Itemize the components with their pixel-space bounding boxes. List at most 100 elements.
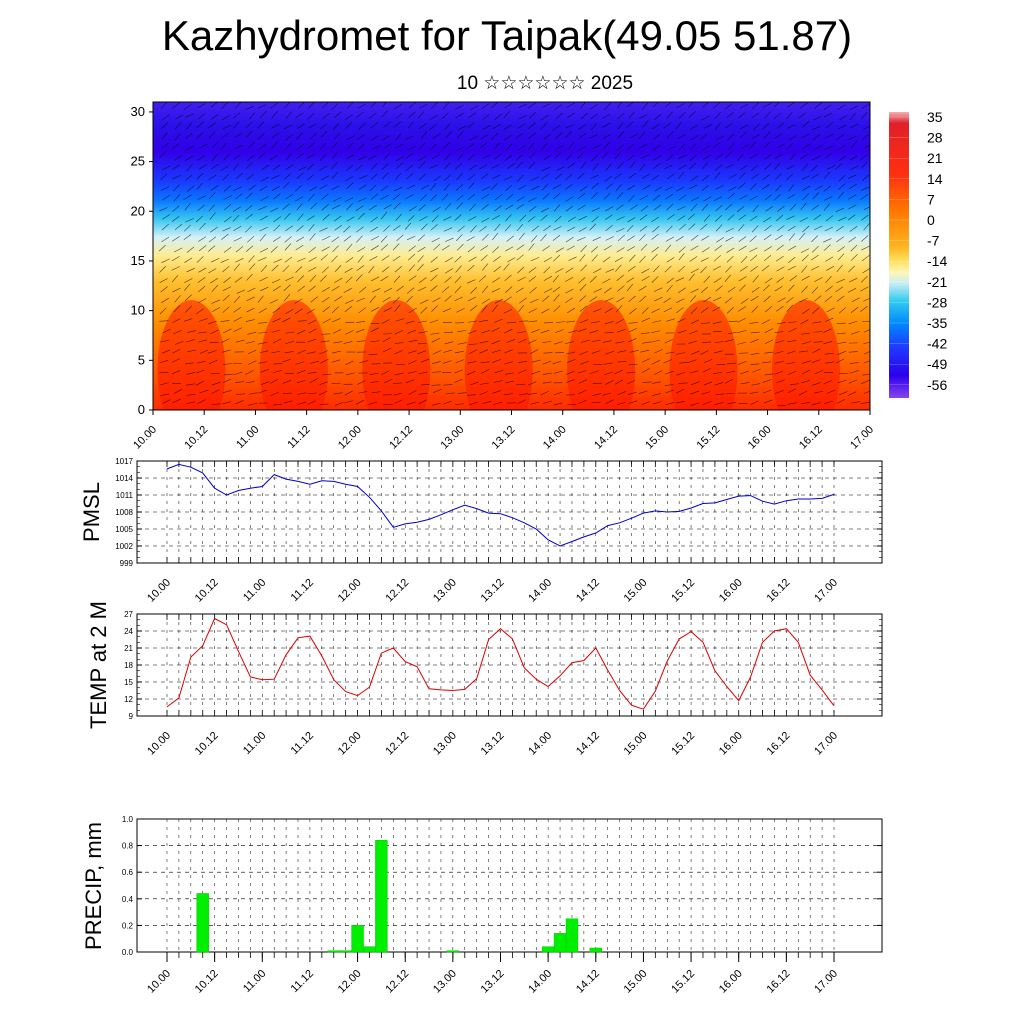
wind-vector <box>211 153 219 162</box>
wind-vector <box>345 122 353 129</box>
wind-vector <box>678 111 686 119</box>
wind-vector <box>651 246 660 253</box>
wind-vector <box>825 285 833 292</box>
wind-vector <box>628 328 638 333</box>
wind-vector <box>530 349 539 354</box>
wind-vector <box>863 144 870 149</box>
wind-vector <box>482 400 492 404</box>
wind-vector <box>800 153 809 160</box>
wind-vector <box>540 114 549 121</box>
wind-vector <box>259 111 267 118</box>
precip-bar <box>589 947 602 953</box>
wind-vector <box>861 134 869 141</box>
wind-vector <box>368 112 377 119</box>
wind-vector <box>441 193 449 201</box>
wind-vector <box>823 341 833 345</box>
wind-vector <box>630 133 639 139</box>
wind-vector <box>802 225 810 233</box>
wind-vector <box>602 392 612 396</box>
wind-vector <box>714 164 723 171</box>
wind-vector <box>823 112 832 118</box>
wind-vector <box>543 400 552 404</box>
wind-vector <box>470 225 477 233</box>
wind-vector <box>591 207 601 212</box>
wind-vector <box>786 143 793 151</box>
wind-vector <box>369 184 377 192</box>
wind-vector <box>408 307 417 314</box>
wind-vector <box>712 306 721 312</box>
wind-vector <box>786 173 793 181</box>
wind-vector <box>630 204 638 210</box>
heatmap-x-tick-label: 11.00 <box>234 424 261 451</box>
wind-vector <box>211 307 221 312</box>
wind-vector <box>494 194 503 200</box>
wind-vector <box>591 182 599 189</box>
wind-vector <box>184 283 191 291</box>
wind-vector <box>383 143 392 149</box>
wind-vector <box>589 330 599 334</box>
wind-vector <box>443 162 451 170</box>
wind-vector <box>479 382 489 385</box>
temp-y-tick-label: 24 <box>124 627 133 636</box>
wind-vector <box>724 151 732 159</box>
heatmap-x-tick-label: 11.12 <box>285 424 312 451</box>
wind-vector <box>457 125 467 131</box>
wind-vector <box>638 390 648 394</box>
wind-vector <box>355 111 364 118</box>
wind-vector <box>223 276 231 283</box>
wind-vector <box>492 349 501 353</box>
wind-vector <box>233 327 242 332</box>
wind-vector <box>270 246 278 253</box>
wind-vector <box>393 275 401 283</box>
wind-vector <box>701 115 710 121</box>
colorbar-label: -35 <box>927 315 947 331</box>
wind-vector <box>258 152 266 159</box>
wind-vector <box>836 295 845 302</box>
wind-vector <box>690 288 699 293</box>
wind-vector <box>567 358 576 363</box>
wind-vector <box>838 155 847 162</box>
wind-vector <box>737 341 747 345</box>
wind-vector <box>482 125 491 130</box>
wind-vector <box>357 134 365 140</box>
wind-vector <box>552 275 559 283</box>
wind-vector <box>773 112 782 119</box>
wind-vector <box>653 204 662 211</box>
wind-vector <box>714 382 724 386</box>
wind-vector <box>271 264 279 272</box>
wind-vector <box>564 341 574 345</box>
wind-vector <box>653 287 663 292</box>
wind-vector <box>220 143 227 151</box>
wind-vector <box>727 214 735 221</box>
wind-vector <box>395 155 405 161</box>
wind-vector <box>332 151 339 159</box>
wind-vector <box>738 236 747 242</box>
wind-vector <box>703 124 713 129</box>
wind-vector <box>859 154 868 161</box>
wind-vector <box>727 133 734 141</box>
wind-vector <box>480 173 489 180</box>
wind-vector <box>555 321 566 323</box>
wind-vector <box>505 184 513 192</box>
wind-vector <box>504 328 513 334</box>
pmsl-x-tick-label: 13.00 <box>431 577 459 605</box>
wind-vector <box>208 359 218 365</box>
wind-vector <box>752 275 759 283</box>
wind-vector <box>824 295 833 302</box>
wind-vector <box>491 340 501 345</box>
wind-vector <box>542 360 552 365</box>
wind-vector <box>762 123 770 130</box>
wind-vector <box>751 225 759 233</box>
wind-vector <box>578 277 586 284</box>
wind-vector <box>222 306 230 313</box>
wind-vector <box>848 351 858 353</box>
wind-vector <box>418 399 427 405</box>
wind-vector <box>763 102 772 108</box>
wind-vector <box>223 363 233 365</box>
wind-vector <box>638 285 647 292</box>
wind-vector <box>578 133 587 139</box>
wind-vector <box>442 286 450 293</box>
wind-vector <box>172 318 181 324</box>
wind-vector <box>246 307 255 313</box>
wind-vector <box>861 103 870 109</box>
